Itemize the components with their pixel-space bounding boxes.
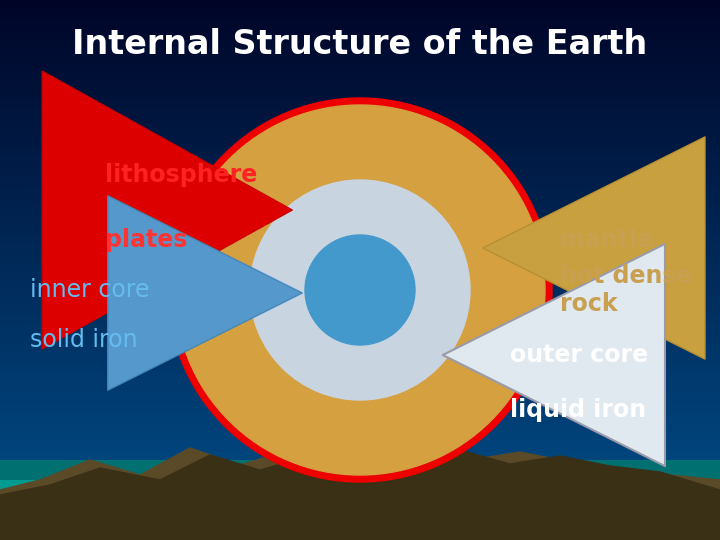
Text: plates: plates: [105, 228, 187, 252]
Text: inner core: inner core: [30, 278, 150, 302]
Circle shape: [175, 105, 545, 475]
Text: lithosphere: lithosphere: [105, 163, 257, 187]
Text: solid iron: solid iron: [30, 328, 138, 352]
Text: mantle: mantle: [560, 228, 653, 252]
Text: outer core: outer core: [510, 343, 648, 367]
Polygon shape: [0, 445, 720, 540]
Text: hot dense
rock: hot dense rock: [560, 264, 693, 316]
Circle shape: [168, 98, 552, 482]
Polygon shape: [0, 450, 720, 540]
Circle shape: [305, 235, 415, 345]
Text: Internal Structure of the Earth: Internal Structure of the Earth: [73, 29, 647, 62]
Text: liquid iron: liquid iron: [510, 398, 646, 422]
Circle shape: [250, 180, 470, 400]
